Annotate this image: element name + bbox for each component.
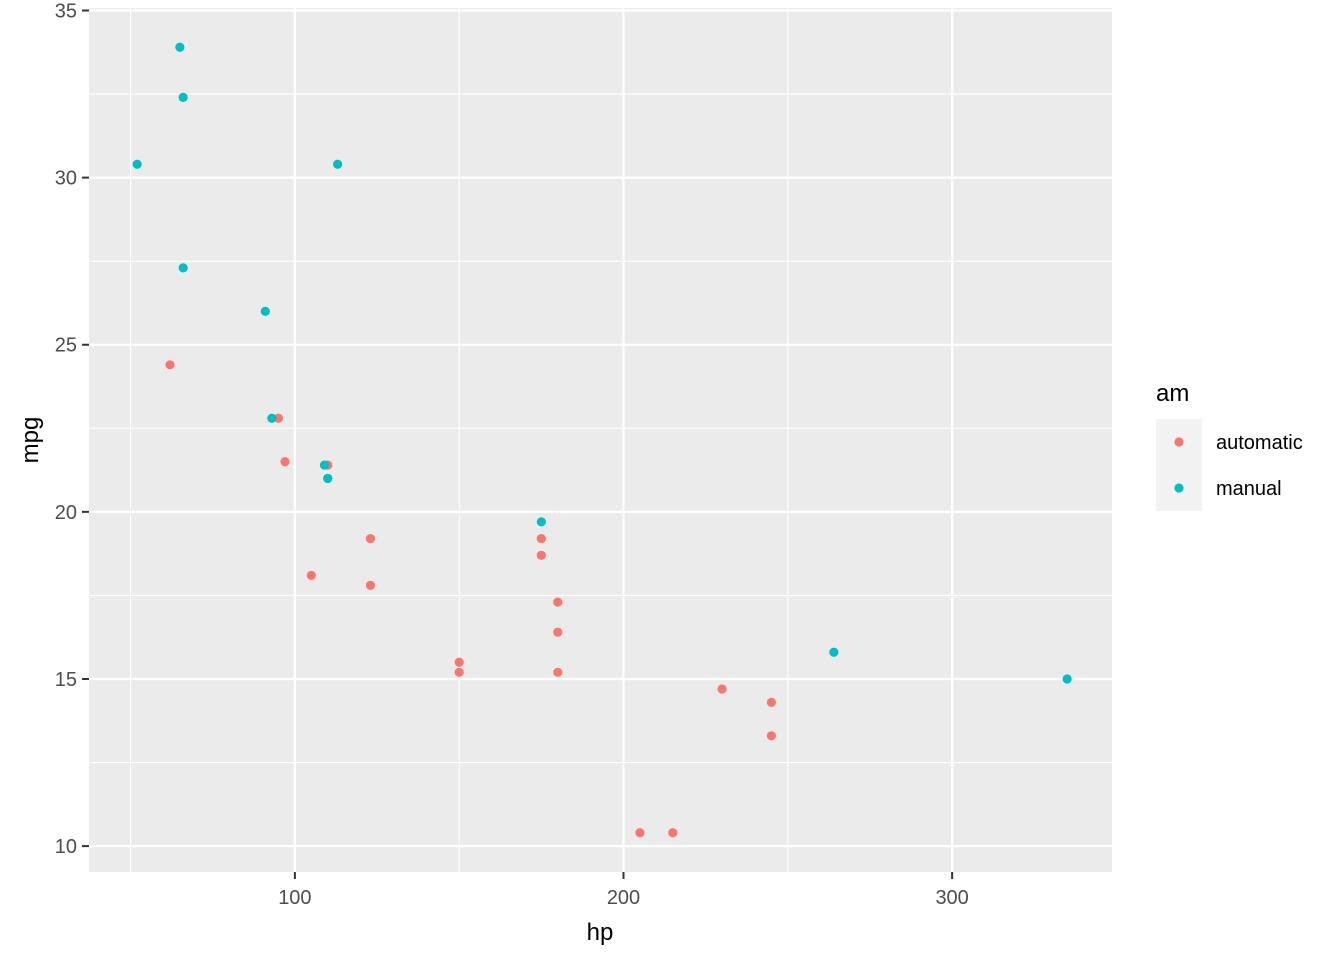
y-axis-title: mpg	[17, 417, 44, 464]
y-axis: 10 15 20 25 30 35	[55, 1, 89, 858]
data-point-automatic	[273, 413, 284, 423]
data-point-automatic	[306, 570, 316, 580]
data-points	[132, 42, 1072, 838]
major-gridlines	[89, 8, 1112, 872]
data-point-automatic	[536, 533, 546, 544]
data-point-automatic	[766, 731, 776, 741]
x-tick-label: 100	[278, 887, 311, 909]
x-tick-label: 200	[607, 887, 640, 909]
data-point-automatic	[365, 533, 376, 544]
data-point-manual	[178, 263, 188, 273]
data-point-automatic	[717, 684, 727, 694]
data-point-automatic	[553, 667, 563, 677]
data-point-automatic	[365, 580, 376, 590]
y-tick-label: 30	[55, 168, 77, 190]
minor-gridlines	[89, 8, 1112, 872]
legend-title: am	[1156, 380, 1189, 407]
y-tick-label: 35	[55, 1, 77, 23]
data-point-manual	[319, 460, 330, 470]
y-tick-label: 10	[55, 836, 77, 858]
data-point-manual	[536, 517, 546, 527]
data-point-automatic	[668, 828, 678, 838]
data-point-manual	[175, 42, 185, 52]
data-point-manual	[1062, 674, 1072, 684]
data-point-automatic	[454, 667, 464, 677]
data-point-automatic	[553, 597, 563, 607]
data-point-automatic	[280, 457, 290, 467]
data-point-manual	[829, 647, 839, 657]
data-point-automatic	[165, 360, 175, 370]
y-tick-label: 20	[55, 502, 77, 524]
data-point-manual	[323, 473, 333, 484]
data-point-automatic	[536, 550, 546, 560]
y-tick-label: 25	[55, 335, 77, 357]
legend: am automatic manual	[1156, 380, 1303, 511]
panel-background	[89, 8, 1112, 872]
legend-key-manual	[1174, 483, 1184, 493]
x-tick-label: 300	[935, 887, 968, 909]
data-point-automatic	[766, 697, 776, 707]
legend-label-automatic: automatic	[1216, 432, 1303, 454]
data-point-manual	[267, 413, 277, 423]
legend-key-background	[1156, 419, 1202, 511]
data-point-automatic	[454, 657, 464, 667]
data-point-manual	[260, 306, 270, 316]
legend-key-automatic	[1174, 437, 1184, 447]
data-point-manual	[178, 92, 188, 103]
data-point-automatic	[553, 627, 563, 637]
legend-label-manual: manual	[1216, 478, 1282, 500]
x-axis-title: hp	[587, 919, 614, 946]
data-point-manual	[132, 159, 142, 169]
x-axis: 100 200 300	[278, 872, 969, 909]
y-tick-label: 15	[55, 669, 77, 691]
data-point-manual	[333, 159, 343, 169]
data-point-automatic	[635, 828, 645, 838]
